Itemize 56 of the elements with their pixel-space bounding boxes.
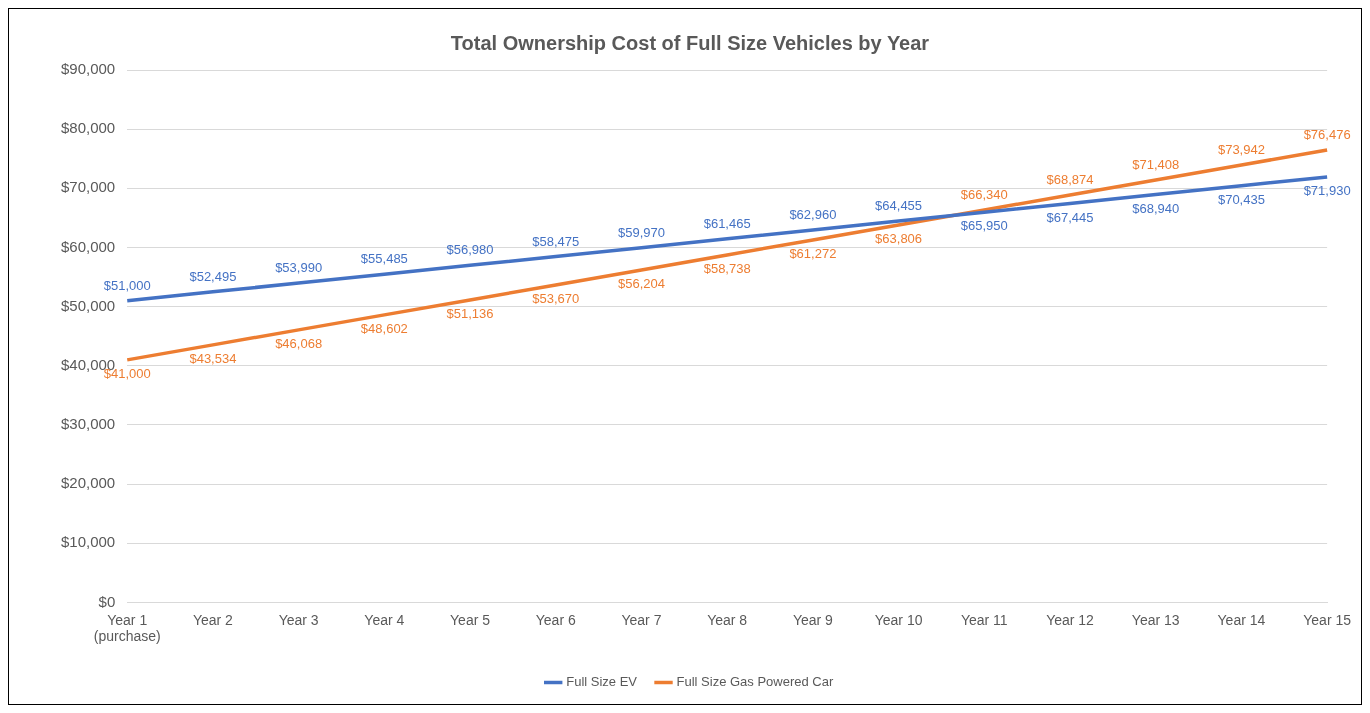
y-tick-label: $30,000 [60,415,116,433]
data-label: $61,272 [789,246,837,262]
data-label: $56,204 [617,276,665,291]
x-tick-label: Year 5 [450,611,491,628]
data-label: $58,738 [703,261,751,277]
data-label: $70,435 [1217,191,1265,207]
y-tick-label: $50,000 [60,296,116,314]
data-label: $59,970 [617,224,665,240]
x-tick-label: Year 13 [1131,611,1180,628]
data-label: $65,950 [960,218,1008,234]
y-tick-label: $80,000 [60,119,116,137]
x-tick-label: Year 7 [621,611,662,628]
data-label: $46,068 [275,335,323,351]
data-label: $66,340 [960,187,1008,203]
data-label: $51,000 [103,277,151,293]
x-tick-label: Year 10 [874,611,923,628]
x-tick-label: Year 9 [792,611,834,628]
y-tick-label: $90,000 [60,60,116,78]
legend-label: Full Size Gas Powered Car [676,674,834,690]
data-label: $68,874 [1046,172,1094,188]
x-tick-label: Year 6 [535,611,576,628]
data-label: $71,930 [1303,182,1351,198]
data-label: $55,485 [360,251,408,267]
x-tick-label: Year 1 (purchase) [93,611,161,645]
data-label: $73,942 [1217,142,1265,158]
data-label: $48,602 [360,320,408,336]
x-tick-label: Year 12 [1046,611,1095,628]
y-tick-label: $20,000 [60,474,116,492]
legend-label: Full Size EV [566,674,638,690]
x-tick-label: Year 11 [960,611,1008,628]
data-label: $53,670 [532,290,580,306]
y-tick-label: $0 [98,592,116,610]
data-label: $61,465 [703,215,751,231]
x-tick-label: Year 8 [707,611,748,628]
x-tick-label: Year 2 [192,611,234,628]
x-tick-label: Year 14 [1217,611,1266,628]
y-tick-label: $10,000 [60,533,116,551]
y-tick-label: $70,000 [60,178,116,196]
data-label: $64,455 [875,198,923,214]
data-label: $62,960 [789,207,837,223]
x-tick-label: Year 3 [278,611,319,628]
data-label: $56,980 [446,242,494,258]
data-label: $43,534 [189,350,237,366]
data-label: $71,408 [1132,157,1180,173]
data-label: $52,495 [189,268,237,284]
y-tick-label: $60,000 [60,237,116,255]
chart-title: Total Ownership Cost of Full Size Vehicles by Year [450,31,930,54]
x-tick-label: Year 15 [1303,611,1352,628]
data-label: $58,475 [532,233,580,249]
data-label: $63,806 [875,231,923,247]
data-label: $68,940 [1132,200,1180,216]
x-tick-label: Year 4 [364,611,405,628]
data-label: $67,445 [1046,209,1094,225]
data-label: $51,136 [446,305,494,321]
data-label: $53,990 [275,260,323,276]
data-label: $76,476 [1303,127,1351,143]
